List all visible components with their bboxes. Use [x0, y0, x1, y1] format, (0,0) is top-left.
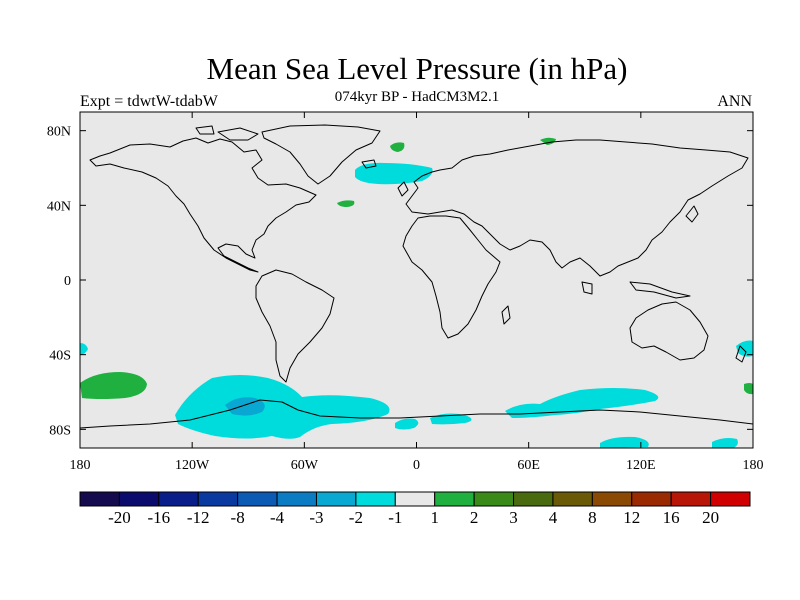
- x-tick-label: 120W: [175, 458, 210, 473]
- coastline-antarctica: [80, 399, 753, 429]
- experiment-label: Expt = tdwtW-tdabW: [80, 93, 218, 110]
- anomaly-region-north-atlantic: [355, 162, 433, 185]
- colorbar-swatch: [394, 491, 436, 507]
- anomaly-region-south-atlantic-small: [395, 418, 419, 430]
- anomaly-region-greenland-positive: [390, 142, 405, 152]
- coastline-north-america: [89, 137, 317, 273]
- map-subtitle: 074kyr BP - HadCM3M2.1: [334, 89, 500, 105]
- map-title: Mean Sea Level Pressure (in hPa): [206, 51, 628, 86]
- colorbar-swatch: [591, 491, 633, 507]
- colorbar-label: -3: [309, 508, 323, 527]
- coastline-australia: [629, 301, 709, 361]
- anomaly-region-antarctic-east: [600, 436, 649, 448]
- coastline-japan-indonesia: [581, 205, 699, 299]
- anomaly-region-southern-ocean-indian: [505, 388, 659, 418]
- colorbar-swatch: [473, 491, 515, 507]
- axis-ticks: 180 120W 60W 0 60E 120E 180 80N 40N 0 40S 80S: [47, 112, 764, 473]
- colorbar-swatch: [355, 491, 396, 507]
- colorbar-swatch: [513, 491, 554, 507]
- x-tick-label: 180: [743, 458, 764, 473]
- colorbar-label: -12: [187, 508, 210, 527]
- colorbar-label: -20: [108, 508, 131, 527]
- y-tick-label: 40N: [47, 199, 71, 214]
- anomaly-region-dateline-west: [80, 343, 88, 355]
- colorbar-swatch: [118, 491, 160, 507]
- colorbar-label: 12: [623, 508, 640, 527]
- coastlines: [80, 124, 753, 429]
- y-tick-label: 40S: [49, 349, 71, 364]
- colorbar-swatch: [710, 491, 751, 507]
- colorbar-swatch: [670, 491, 712, 507]
- colorbar-label: -8: [231, 508, 245, 527]
- colorbar: -20 -16 -12 -8 -4 -3 -2 -1 1 2 3 4 8 12 16 20: [79, 491, 751, 527]
- colorbar-label: 2: [470, 508, 479, 527]
- coastline-arctic-islands: [195, 125, 259, 141]
- colorbar-label: 8: [588, 508, 597, 527]
- x-tick-label: 60W: [291, 458, 319, 473]
- colorbar-label: 3: [509, 508, 518, 527]
- season-label: ANN: [717, 93, 752, 110]
- anomaly-region-mid-atlantic-positive: [337, 200, 355, 207]
- colorbar-label: -4: [270, 508, 285, 527]
- colorbar-swatch: [434, 491, 475, 507]
- anomaly-region-antarctic-far-east: [712, 438, 738, 448]
- coastline-new-zealand: [735, 345, 747, 363]
- colorbar-label: 16: [663, 508, 680, 527]
- colorbar-swatch: [315, 491, 357, 507]
- coastline-greenland: [261, 124, 381, 185]
- colorbar-swatch: [237, 491, 278, 507]
- coastline-south-america: [255, 269, 335, 383]
- y-tick-label: 80S: [49, 423, 71, 438]
- anomaly-region-south-pacific-positive: [80, 372, 147, 399]
- colorbar-label: 20: [702, 508, 719, 527]
- coastline-uk-iceland: [361, 159, 409, 197]
- anomaly-region-tasman: [736, 340, 753, 357]
- coastline-madagascar: [501, 305, 511, 325]
- anomaly-region-kara-positive: [540, 137, 556, 145]
- colorbar-label: 1: [430, 508, 439, 527]
- x-tick-label: 60E: [517, 458, 540, 473]
- colorbar-swatch: [631, 491, 672, 507]
- y-tick-label: 80N: [47, 125, 71, 140]
- colorbar-swatch: [276, 491, 317, 507]
- colorbar-swatch: [552, 491, 593, 507]
- colorbar-swatch: [79, 491, 120, 507]
- colorbar-label: -2: [349, 508, 363, 527]
- coastline-eurasia-africa: [402, 139, 749, 339]
- y-tick-label: 0: [64, 274, 71, 289]
- anomaly-region-southern-ocean-pacific: [175, 375, 390, 439]
- x-tick-label: 180: [70, 458, 91, 473]
- anomaly-fills: [80, 137, 753, 448]
- colorbar-label: -16: [147, 508, 170, 527]
- colorbar-swatch: [197, 491, 239, 507]
- x-tick-label: 120E: [626, 458, 656, 473]
- colorbar-label: 4: [549, 508, 558, 527]
- anomaly-region-dateline-east-positive: [744, 383, 753, 395]
- colorbar-swatch: [158, 491, 199, 507]
- x-tick-label: 0: [413, 458, 420, 473]
- colorbar-label: -1: [388, 508, 402, 527]
